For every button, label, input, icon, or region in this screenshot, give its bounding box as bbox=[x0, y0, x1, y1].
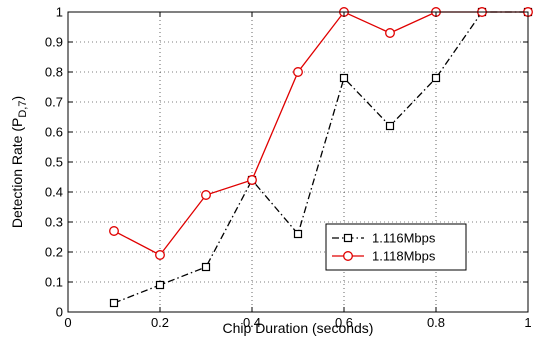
y-tick-label: 0.6 bbox=[45, 125, 63, 140]
y-tick-label: 0.4 bbox=[45, 185, 63, 200]
series-1-point bbox=[385, 121, 395, 131]
x-axis-label: Chip Duration (seconds) bbox=[223, 320, 374, 336]
series-1-point bbox=[339, 73, 349, 83]
y-tick-label: 0.5 bbox=[45, 155, 63, 170]
series-2-point bbox=[293, 67, 303, 77]
series-1-point bbox=[109, 298, 119, 308]
y-axis-label-main: Detection Rate (P bbox=[9, 118, 25, 229]
series-1-point bbox=[293, 229, 303, 239]
series-line-1 bbox=[113, 11, 528, 304]
legend-box bbox=[325, 223, 467, 271]
series-1-point bbox=[201, 262, 211, 272]
y-tick-label: 0.1 bbox=[45, 275, 63, 290]
series-2-point bbox=[109, 226, 119, 236]
series-2-point bbox=[247, 175, 257, 185]
series-1-point bbox=[431, 73, 441, 83]
grid bbox=[68, 12, 528, 312]
y-tick-label: 0.2 bbox=[45, 245, 63, 260]
series-line-2 bbox=[113, 11, 528, 256]
series-2-point bbox=[155, 250, 165, 260]
y-tick-label: 0.8 bbox=[45, 65, 63, 80]
x-tick-label: 0.6 bbox=[335, 315, 353, 330]
y-axis-label-close: ) bbox=[9, 96, 25, 101]
x-tick-label: 1 bbox=[524, 315, 531, 330]
series-1-point bbox=[155, 280, 165, 290]
x-tick-label: 0 bbox=[64, 315, 71, 330]
y-tick-label: 0.3 bbox=[45, 215, 63, 230]
y-tick-label: 0.7 bbox=[45, 95, 63, 110]
y-axis-label-subscript: D,7 bbox=[17, 101, 29, 118]
legend-label-2: 1.118Mbps bbox=[372, 249, 436, 264]
legend: 1.116Mbps 1.118Mbps bbox=[325, 223, 467, 271]
x-tick-label: 0.2 bbox=[151, 315, 169, 330]
legend-marker-2 bbox=[343, 251, 353, 261]
x-tick-label: 0.8 bbox=[427, 315, 445, 330]
legend-label-1: 1.116Mbps bbox=[372, 231, 436, 246]
y-axis-label: Detection Rate (PD,7) bbox=[9, 96, 29, 228]
series-2-point bbox=[201, 190, 211, 200]
axis-ticks: 0 0.2 0.4 0.6 0.8 1 0 0.1 0.2 0.3 0.4 0.5 0.6 0.7 0.8 0… bbox=[45, 5, 532, 331]
series-markers bbox=[109, 7, 533, 308]
y-tick-label: 1 bbox=[56, 5, 63, 20]
legend-marker-1 bbox=[343, 233, 353, 243]
series-2-point bbox=[385, 28, 395, 38]
y-tick-label: 0 bbox=[56, 305, 63, 320]
y-tick-label: 0.9 bbox=[45, 35, 63, 50]
x-tick-label: 0.4 bbox=[243, 315, 261, 330]
